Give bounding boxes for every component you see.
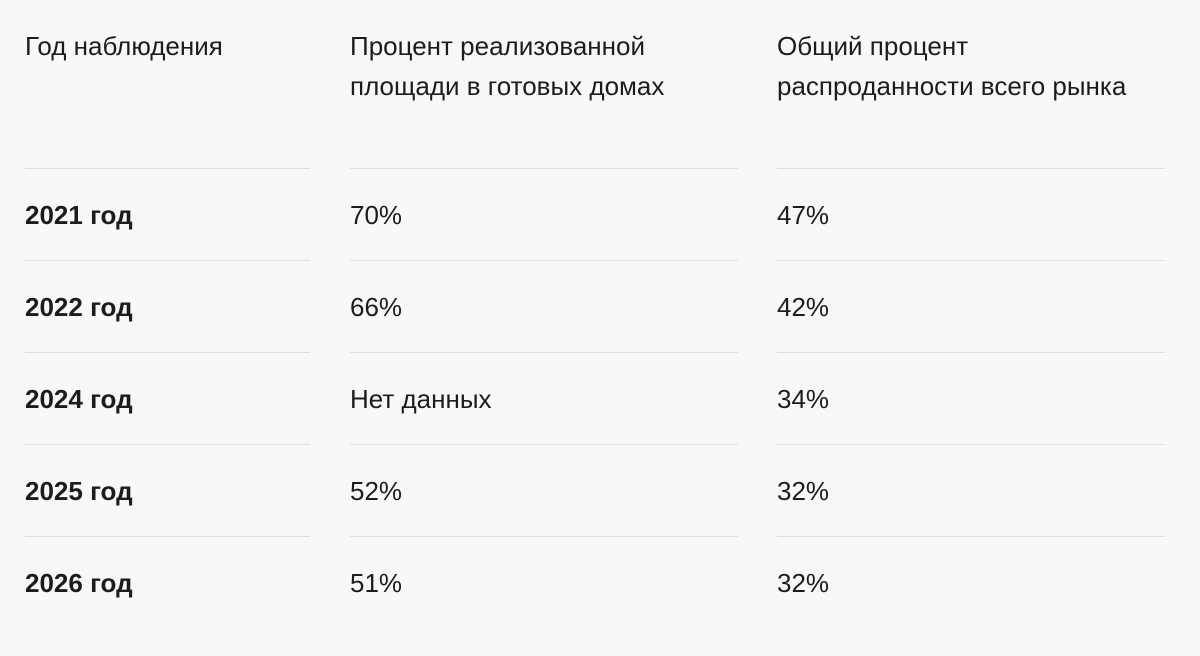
market-sold-cell: 42% (777, 292, 830, 322)
row-divider (350, 260, 738, 261)
row-divider (25, 352, 310, 353)
year-cell: 2025 год (25, 476, 133, 506)
ready-houses-sold-cell: 51% (350, 568, 403, 598)
row-divider (350, 168, 738, 169)
year-cell: 2024 год (25, 384, 133, 414)
market-sold-cell: 47% (777, 200, 830, 230)
column-header-year: Год наблюдения (25, 31, 223, 61)
row-divider (777, 260, 1165, 261)
ready-houses-sold-cell: Нет данных (350, 384, 492, 414)
market-sold-cell: 32% (777, 476, 830, 506)
table-row: 2022 год 66% 42% (25, 261, 1165, 353)
row-divider (25, 444, 310, 445)
table-row: 2025 год 52% 32% (25, 445, 1165, 537)
year-cell: 2026 год (25, 568, 133, 598)
row-divider (777, 168, 1165, 169)
market-sold-cell: 34% (777, 384, 830, 414)
ready-houses-sold-cell: 70% (350, 200, 403, 230)
year-cell: 2021 год (25, 200, 133, 230)
row-divider (25, 168, 310, 169)
column-header-market-sold: Общий процент распроданности всего рынка (777, 31, 1127, 101)
table-row: 2026 год 51% 32% (25, 537, 1165, 629)
ready-houses-sold-cell: 66% (350, 292, 403, 322)
table-header-row: Год наблюдения Процент реализованной пло… (25, 0, 1165, 169)
row-divider (25, 260, 310, 261)
row-divider (777, 536, 1165, 537)
ready-houses-sold-cell: 52% (350, 476, 403, 506)
year-cell: 2022 год (25, 292, 133, 322)
row-divider (350, 444, 738, 445)
column-header-ready-houses-sold: Процент реализованной площади в готовых … (350, 31, 665, 101)
row-divider (777, 444, 1165, 445)
table-row: 2024 год Нет данных 34% (25, 353, 1165, 445)
row-divider (777, 352, 1165, 353)
table-row: 2021 год 70% 47% (25, 169, 1165, 261)
data-table: Год наблюдения Процент реализованной пло… (25, 0, 1165, 629)
market-sold-cell: 32% (777, 568, 830, 598)
row-divider (350, 352, 738, 353)
row-divider (25, 536, 310, 537)
row-divider (350, 536, 738, 537)
